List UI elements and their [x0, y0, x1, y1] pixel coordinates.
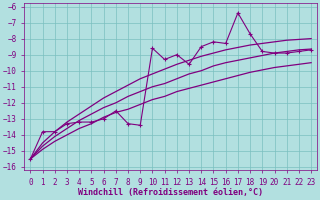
X-axis label: Windchill (Refroidissement éolien,°C): Windchill (Refroidissement éolien,°C) [78, 188, 263, 197]
